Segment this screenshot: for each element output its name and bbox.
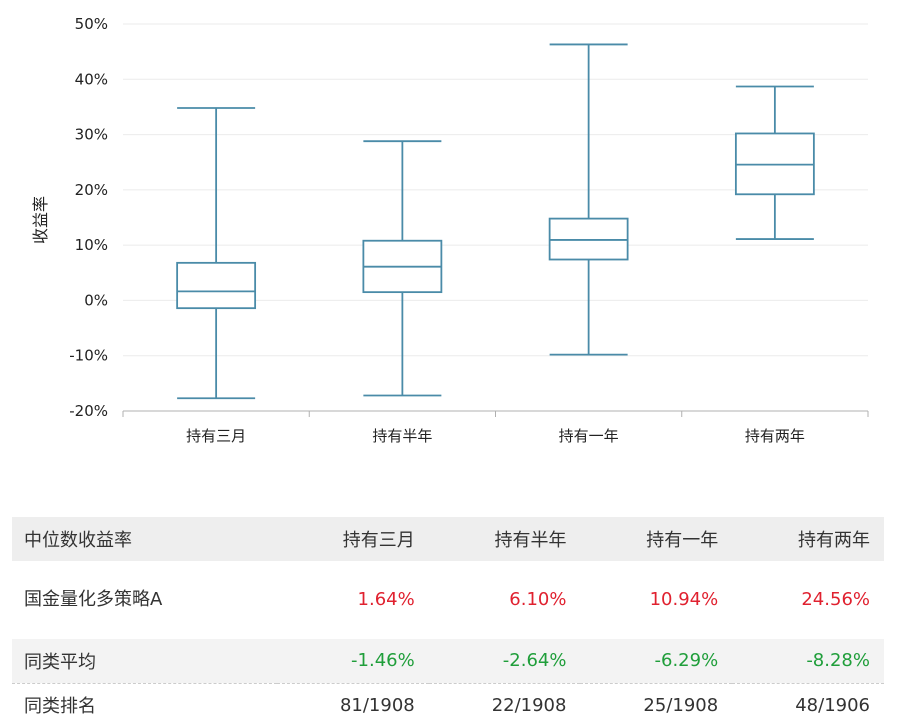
fund-value-2y: 24.56% — [801, 589, 870, 610]
table-header-2y: 持有两年 — [798, 530, 870, 551]
table-header-3m: 持有三月 — [342, 530, 415, 551]
y-tick-label: -10% — [69, 347, 108, 365]
rank-value-1y: 25/1908 — [580, 682, 733, 727]
fund-name: 国金量化多策略A — [24, 589, 163, 610]
box-1 — [176, 107, 257, 400]
y-tick-label: 30% — [75, 126, 108, 144]
y-tick-label: 40% — [75, 70, 108, 88]
y-tick-label: 0% — [84, 291, 108, 309]
average-label: 同类平均 — [24, 651, 96, 673]
table-row-fund: 国金量化多策略A 1.64% 6.10% 10.94% 24.56% — [12, 561, 884, 639]
boxplot-chart: 50%40%30%20%10%0%-10%-20% 持有三月 持有半年 持有一年 持有… — [31, 15, 869, 445]
table-row-rank: 同类排名 81/1908 22/1908 25/1908 48/1906 — [12, 682, 884, 727]
rank-value-3m: 81/1908 — [277, 682, 429, 727]
rank-value-2y: 48/1906 — [732, 682, 884, 727]
y-tick-label: 50% — [75, 15, 108, 33]
y-axis-ticks: 50% 40% 30% 20% 10% 0% -10% -20% — [69, 15, 108, 420]
average-value-1y: -6.29% — [654, 650, 719, 672]
x-tick-label: 持有半年 — [372, 427, 432, 445]
box-3 — [548, 43, 629, 356]
y-tick-label: 10% — [75, 236, 108, 254]
table-header-1y: 持有一年 — [646, 530, 719, 551]
fund-value-6m: 6.10% — [509, 589, 567, 610]
x-axis: 持有三月 持有半年 持有一年 持有两年 — [122, 410, 869, 445]
average-value-6m: -2.64% — [502, 650, 567, 672]
x-tick-label: 持有两年 — [745, 427, 805, 445]
fund-value-3m: 1.64% — [357, 589, 415, 610]
box-2 — [362, 140, 443, 397]
table-header-row: 中位数收益率 持有三月 持有半年 持有一年 持有两年 — [12, 517, 884, 561]
iqr-box — [176, 261, 257, 310]
fund-value-1y: 10.94% — [649, 589, 719, 610]
rank-label: 同类排名 — [12, 682, 277, 727]
x-tick-label: 持有三月 — [186, 427, 246, 445]
box-4 — [734, 85, 815, 240]
y-tick-label: 20% — [75, 181, 108, 199]
average-value-2y: -8.28% — [806, 650, 870, 672]
median-return-table: 中位数收益率 持有三月 持有半年 持有一年 持有两年 国金量化多策略A 1.64… — [12, 517, 884, 727]
y-tick-label: -20% — [69, 402, 108, 420]
y-axis-title: 收益率 — [31, 196, 50, 244]
rank-value-6m: 22/1908 — [428, 682, 581, 727]
x-tick-label: 持有一年 — [559, 427, 619, 445]
table-header-label: 中位数收益率 — [24, 530, 132, 551]
table-header-6m: 持有半年 — [494, 530, 567, 551]
average-value-3m: -1.46% — [351, 650, 415, 672]
box-series — [176, 43, 815, 400]
table-row-average: 同类平均 -1.46% -2.64% -6.29% -8.28% — [12, 639, 884, 683]
